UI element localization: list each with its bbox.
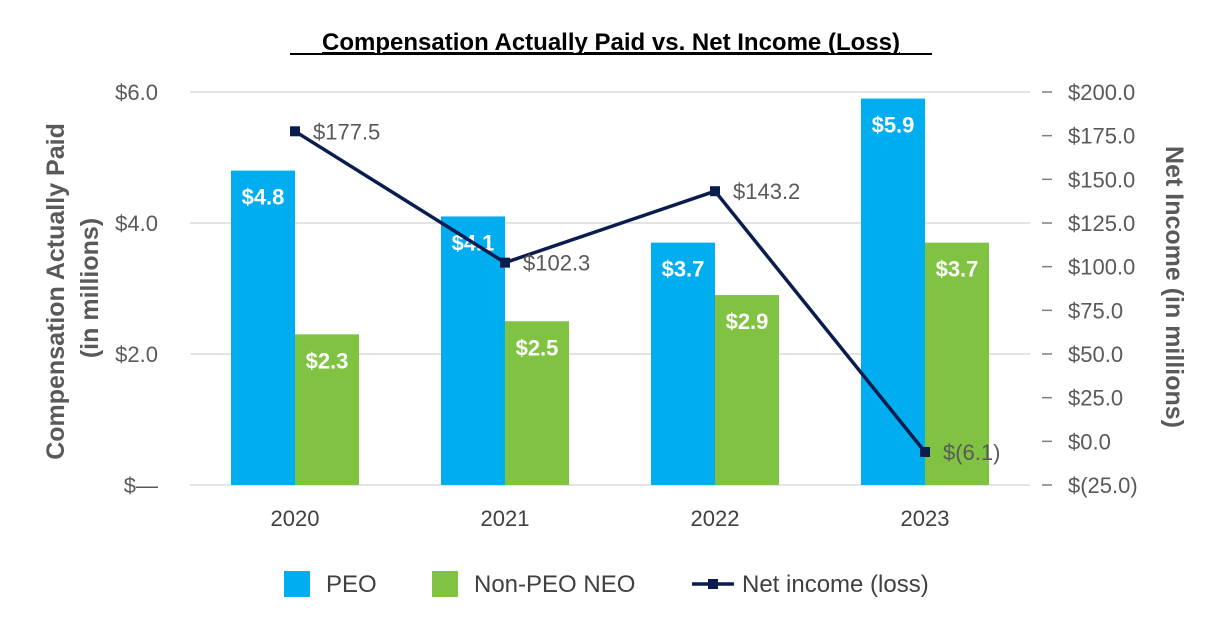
legend: PEO Non-PEO NEO Net income (loss) [284, 571, 929, 598]
net-income-point [500, 257, 510, 268]
x-axis: 2020 2021 2022 2023 [271, 506, 950, 531]
non-peo-neo-bar [925, 242, 989, 485]
non-peo-neo-bar [505, 321, 569, 485]
legend-line-marker [708, 579, 718, 589]
legend-label: PEO [326, 571, 377, 598]
net-income-label: $102.3 [523, 251, 590, 276]
legend-label: Non-PEO NEO [474, 571, 635, 598]
y-right-tick-label: $75.0 [1068, 298, 1123, 323]
y-right-tick-label: $50.0 [1068, 342, 1123, 367]
y-right-tick-label: $200.0 [1068, 80, 1135, 105]
y-left-tick-label: $2.0 [115, 342, 158, 367]
x-tick-label: 2023 [901, 506, 950, 531]
legend-swatch [432, 571, 458, 597]
x-tick-label: 2021 [481, 506, 530, 531]
y-left-axis-label-line-2: (in millions) [76, 218, 104, 358]
x-tick-label: 2022 [691, 506, 740, 531]
left-axis: $— $2.0 $4.0 $6.0 [115, 80, 158, 498]
non-peo-neo-bar [715, 295, 779, 485]
peo-bar [861, 98, 925, 486]
bars: $4.8$2.3$4.1$2.5$3.7$2.9$5.9$3.7 [231, 98, 989, 486]
non-peo-neo-bar-label: $2.3 [306, 348, 349, 373]
net-income-line-layer: $177.5 $102.3 $143.2 $(6.1) [290, 119, 1000, 465]
y-right-tick-label: $150.0 [1068, 167, 1135, 192]
non-peo-neo-bar-label: $3.7 [936, 257, 979, 282]
net-income-label: $177.5 [313, 119, 380, 144]
peo-bar-label: $4.8 [242, 185, 285, 210]
y-right-axis-label: Net Income (in millions) [1160, 146, 1188, 428]
non-peo-neo-bar-label: $2.5 [516, 335, 559, 360]
y-right-tick-label: $0.0 [1068, 429, 1111, 454]
right-axis: $(25.0) $0.0 $25.0 $50.0 $75.0 $100.0 $125.0 $1… [1042, 80, 1138, 498]
net-income-point [920, 446, 930, 457]
y-right-tick-label: $175.0 [1068, 124, 1135, 149]
net-income-label: $(6.1) [943, 440, 1000, 465]
legend-label: Net income (loss) [742, 571, 929, 598]
y-left-tick-label: $4.0 [115, 211, 158, 236]
peo-bar [441, 216, 505, 485]
peo-bar-label: $3.7 [662, 257, 705, 282]
peo-bar-label: $5.9 [872, 113, 915, 138]
y-right-tick-label: $125.0 [1068, 211, 1135, 236]
net-income-label: $143.2 [733, 179, 800, 204]
x-tick-label: 2020 [271, 506, 320, 531]
peo-bar [231, 170, 295, 485]
y-left-tick-label: $— [124, 473, 158, 498]
net-income-point [710, 186, 720, 197]
peo-bar [651, 242, 715, 485]
chart-title: Compensation Actually Paid vs. Net Incom… [322, 29, 900, 56]
y-left-tick-label: $6.0 [115, 80, 158, 105]
non-peo-neo-bar [295, 334, 359, 485]
y-right-tick-label: $25.0 [1068, 386, 1123, 411]
net-income-point [290, 126, 300, 137]
y-right-tick-label: $(25.0) [1068, 473, 1138, 498]
y-right-tick-label: $100.0 [1068, 255, 1135, 280]
y-left-axis-label-line-1: Compensation Actually Paid [42, 123, 70, 460]
net-income-line [294, 129, 927, 454]
legend-swatch [284, 571, 310, 597]
non-peo-neo-bar-label: $2.9 [726, 309, 769, 334]
y-left-axis-label: Compensation Actually Paid (in millions) [42, 116, 104, 460]
